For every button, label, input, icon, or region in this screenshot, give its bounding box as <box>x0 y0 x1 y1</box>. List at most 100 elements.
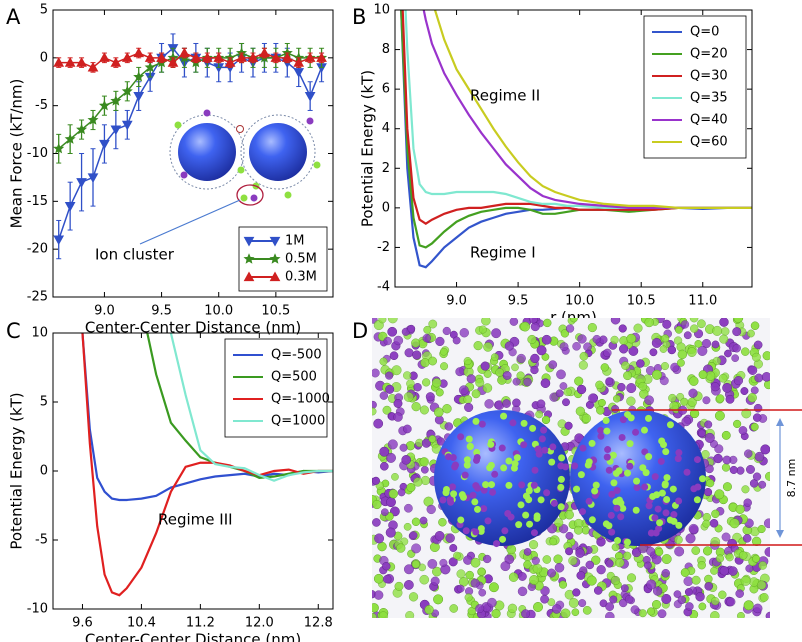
ion <box>412 350 422 360</box>
ion <box>578 599 587 608</box>
marker <box>156 52 167 62</box>
marker <box>110 125 122 136</box>
surface-ion <box>602 520 610 528</box>
ion <box>383 336 392 346</box>
axes-frame <box>52 9 334 298</box>
surface-ion <box>597 426 605 434</box>
surface-ion <box>513 454 521 462</box>
ion <box>582 605 592 615</box>
ion <box>702 396 711 405</box>
surface-ion <box>491 470 499 478</box>
ion <box>752 554 760 563</box>
ion <box>470 557 481 568</box>
ion <box>733 419 742 429</box>
ion <box>530 353 540 364</box>
plot-area <box>81 333 333 597</box>
ion <box>662 319 672 329</box>
marker <box>224 57 236 67</box>
ion <box>741 347 750 356</box>
marker <box>76 123 88 135</box>
x-tick-label: 10.0 <box>565 294 594 309</box>
ion <box>413 477 423 487</box>
surface-ion <box>557 475 565 483</box>
ion <box>404 348 414 358</box>
ion <box>407 324 416 333</box>
surface-ion <box>538 435 546 443</box>
ion <box>612 394 621 403</box>
ion <box>480 361 490 371</box>
ion <box>691 546 701 555</box>
panel-label: B <box>352 5 366 29</box>
surface-ion <box>626 440 634 448</box>
marker <box>121 52 133 62</box>
axes: -25 -20 -15 -10 -5 0 5 9.0 9.5 10.0 10.5Center-Cen… <box>8 3 333 337</box>
surface-ion <box>484 517 492 525</box>
marker <box>76 178 87 188</box>
annotation: Ion cluster <box>95 246 175 264</box>
ion <box>711 509 720 519</box>
surface-ion <box>469 491 477 499</box>
marker <box>133 47 145 58</box>
ion <box>731 354 740 363</box>
ion <box>697 319 706 329</box>
ion <box>732 344 741 353</box>
surface-ion <box>639 464 647 472</box>
axes: -10 -5 0 5 10 9.6 10.4 11.2 12.0 12.8Center-Cente… <box>8 326 333 642</box>
surface-ion <box>550 499 558 507</box>
ion <box>406 482 416 493</box>
y-tick-label: 0 <box>40 464 48 479</box>
surface-ion <box>537 496 545 504</box>
ion <box>419 457 430 467</box>
surface-ion <box>451 461 459 469</box>
marker <box>87 61 99 72</box>
ion <box>576 384 587 395</box>
ion <box>529 575 539 585</box>
ion <box>483 342 493 352</box>
marker <box>64 202 76 212</box>
surface-ion <box>633 484 641 492</box>
ion <box>619 598 628 608</box>
surface-ion <box>605 466 613 474</box>
surface-ion <box>474 484 482 492</box>
surface-ion <box>632 506 640 514</box>
ion <box>372 368 380 378</box>
ion <box>615 557 625 568</box>
ion <box>377 541 387 552</box>
ion <box>716 554 725 563</box>
ion <box>378 318 387 324</box>
x-axis-label: Center-Center Distance (nm) <box>85 631 301 642</box>
ion <box>313 161 321 169</box>
surface-ion <box>529 424 537 432</box>
series-line <box>433 10 752 209</box>
legend: Q=0 Q=20 Q=30 Q=35 Q=40 Q=60 <box>643 15 747 159</box>
surface-ion <box>520 419 528 427</box>
legend-marker <box>269 271 281 282</box>
ion <box>685 602 694 611</box>
ion <box>735 504 745 514</box>
ion <box>688 523 699 534</box>
ion <box>401 455 411 465</box>
ion <box>463 356 472 366</box>
surface-ion <box>501 527 509 535</box>
ion <box>399 443 408 452</box>
legend-label: Q=60 <box>690 135 728 150</box>
ion <box>403 564 414 575</box>
legend-label: 1M <box>285 234 305 249</box>
ion <box>466 374 476 384</box>
ion <box>722 382 733 393</box>
ion <box>402 424 412 434</box>
ion <box>721 463 731 472</box>
y-axis-label: Mean Force (kT/nm) <box>8 79 26 229</box>
ion <box>541 334 552 345</box>
surface-ion <box>458 491 466 499</box>
surface-ion <box>522 492 530 500</box>
ion <box>394 581 404 591</box>
marker <box>133 71 145 82</box>
y-tick-label: 8 <box>382 42 390 57</box>
plot-area <box>53 33 328 260</box>
ion <box>600 363 609 372</box>
ion <box>754 373 764 383</box>
ion <box>605 559 614 568</box>
surface-ion <box>617 513 625 521</box>
surface-ion <box>517 501 525 509</box>
